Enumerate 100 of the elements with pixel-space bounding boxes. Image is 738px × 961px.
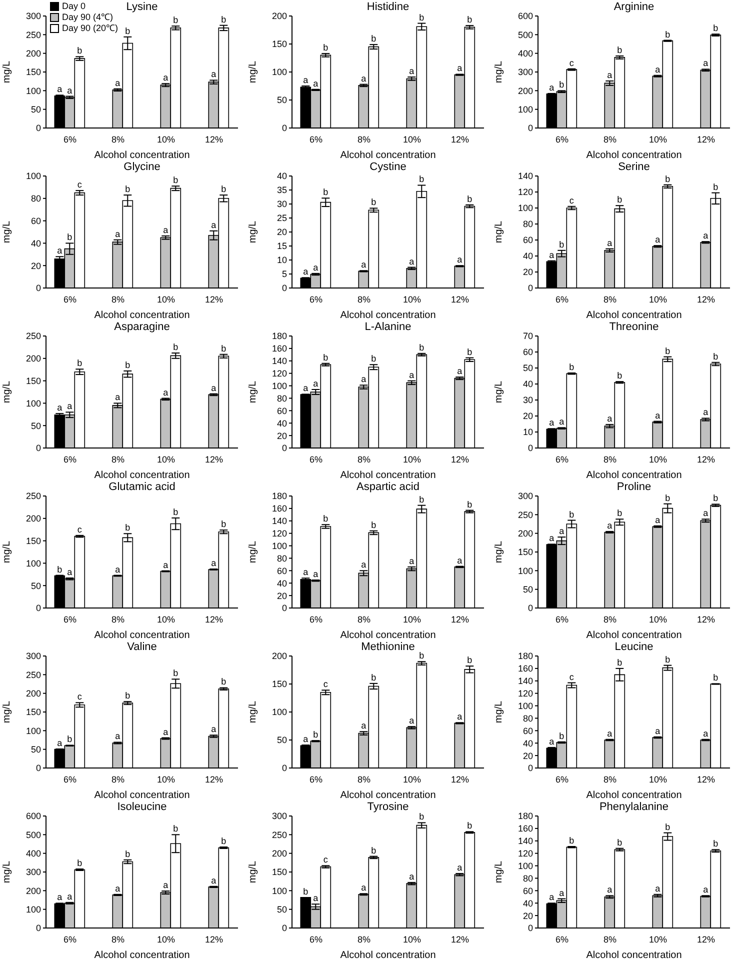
y-tick-label: 20 — [276, 590, 287, 601]
data-label: a — [409, 556, 414, 566]
x-tick-label: 10% — [648, 294, 668, 304]
data-label: b — [371, 354, 376, 364]
y-tick-label: 20 — [522, 750, 533, 761]
y-tick-label: 150 — [26, 536, 41, 546]
y-tick-label: 200 — [26, 514, 41, 524]
y-tick-label: 20 — [522, 267, 533, 278]
y-tick-label: 150 — [26, 707, 41, 718]
data-label: b — [371, 34, 376, 44]
data-label: c — [569, 672, 574, 682]
y-axis-title: mg/L — [248, 860, 259, 884]
chart-title: L-Alanine — [364, 321, 412, 333]
data-label: b — [617, 370, 622, 381]
y-tick-label: 180 — [272, 491, 287, 502]
data-label: a — [67, 85, 72, 96]
x-tick-label: 6% — [309, 774, 323, 784]
data-label: b — [77, 358, 82, 368]
y-tick-label: 50 — [30, 744, 41, 755]
data-label: b — [419, 12, 424, 22]
data-label: a — [163, 560, 168, 570]
y-tick-label: 80 — [276, 553, 287, 564]
data-label: a — [457, 63, 462, 74]
data-label: a — [361, 882, 366, 893]
y-tick-label: 20 — [522, 910, 533, 921]
x-tick-label: 12% — [696, 614, 716, 624]
data-label: a — [703, 508, 708, 518]
data-label: a — [655, 726, 660, 736]
data-label: a — [115, 564, 120, 574]
chart-title: Isoleucine — [116, 801, 168, 813]
x-tick-label: 6% — [63, 934, 77, 944]
data-label: a — [703, 728, 708, 738]
data-label: a — [115, 883, 120, 894]
y-tick-label: 100 — [518, 203, 533, 214]
y-tick-label: 160 — [272, 504, 287, 514]
y-tick-label: 140 — [518, 171, 533, 182]
x-tick-label: 8% — [357, 934, 371, 944]
legend-label: Day 90 (4℃) — [62, 12, 114, 23]
y-axis-title: mg/L — [248, 220, 259, 244]
data-label: b — [221, 184, 226, 194]
y-axis-title: mg/L — [2, 380, 13, 404]
x-tick-label: 10% — [156, 934, 176, 944]
y-tick-label: 500 — [26, 830, 41, 840]
data-label: a — [607, 520, 612, 530]
y-tick-label: 200 — [272, 651, 287, 662]
y-tick-label: 120 — [518, 688, 533, 699]
data-label: a — [67, 891, 72, 902]
data-label: b — [323, 187, 328, 198]
x-tick-label: 10% — [402, 614, 422, 624]
y-tick-label: 15 — [276, 241, 287, 252]
chart-title: Serine — [617, 161, 651, 173]
data-label: a — [313, 262, 318, 272]
y-tick-label: 300 — [518, 67, 533, 78]
x-tick-label: 10% — [648, 774, 668, 784]
x-tick-label: 8% — [603, 454, 617, 464]
x-tick-label: 6% — [555, 454, 569, 464]
data-label: a — [409, 716, 414, 726]
data-label: a — [607, 884, 612, 895]
chart-title: Histidine — [366, 1, 410, 13]
data-label: b — [569, 835, 574, 846]
x-tick-label: 8% — [603, 614, 617, 624]
y-axis-title: mg/L — [494, 60, 505, 84]
data-label: a — [559, 526, 564, 536]
data-label: a — [361, 374, 366, 384]
data-label: c — [323, 679, 328, 690]
x-axis-title: Alcohol concentration — [586, 790, 682, 801]
y-tick-label: 80 — [522, 219, 533, 230]
data-label: b — [713, 23, 718, 34]
y-tick-label: 180 — [272, 331, 287, 342]
data-label: b — [221, 836, 226, 846]
data-label: c — [77, 692, 82, 702]
y-tick-label: 180 — [518, 651, 533, 662]
x-tick-label: 8% — [111, 454, 125, 464]
x-tick-label: 12% — [204, 774, 224, 784]
y-tick-label: 35 — [276, 185, 287, 196]
x-tick-label: 12% — [696, 454, 716, 464]
x-tick-label: 6% — [63, 454, 77, 464]
data-label: b — [371, 845, 376, 856]
y-tick-label: 140 — [272, 516, 287, 526]
y-tick-label: 20 — [522, 411, 533, 422]
x-tick-label: 8% — [357, 614, 371, 624]
y-tick-label: 60 — [276, 406, 287, 416]
y-tick-label: 50 — [276, 904, 287, 915]
x-tick-label: 8% — [111, 134, 125, 144]
y-tick-label: 80 — [30, 194, 41, 204]
x-tick-label: 12% — [450, 294, 470, 304]
x-tick-label: 8% — [111, 614, 125, 624]
data-label: a — [303, 734, 308, 744]
y-tick-label: 250 — [26, 331, 41, 342]
y-tick-label: 0 — [282, 603, 287, 614]
x-tick-label: 8% — [603, 934, 617, 944]
x-tick-label: 10% — [648, 134, 668, 144]
y-tick-label: 0 — [282, 763, 287, 774]
x-tick-label: 8% — [357, 774, 371, 784]
x-tick-label: 10% — [402, 774, 422, 784]
y-tick-label: 200 — [518, 528, 533, 539]
data-label: a — [607, 728, 612, 738]
y-axis-title: mg/L — [2, 860, 13, 884]
y-tick-label: 100 — [26, 171, 41, 182]
data-label: a — [303, 383, 308, 394]
